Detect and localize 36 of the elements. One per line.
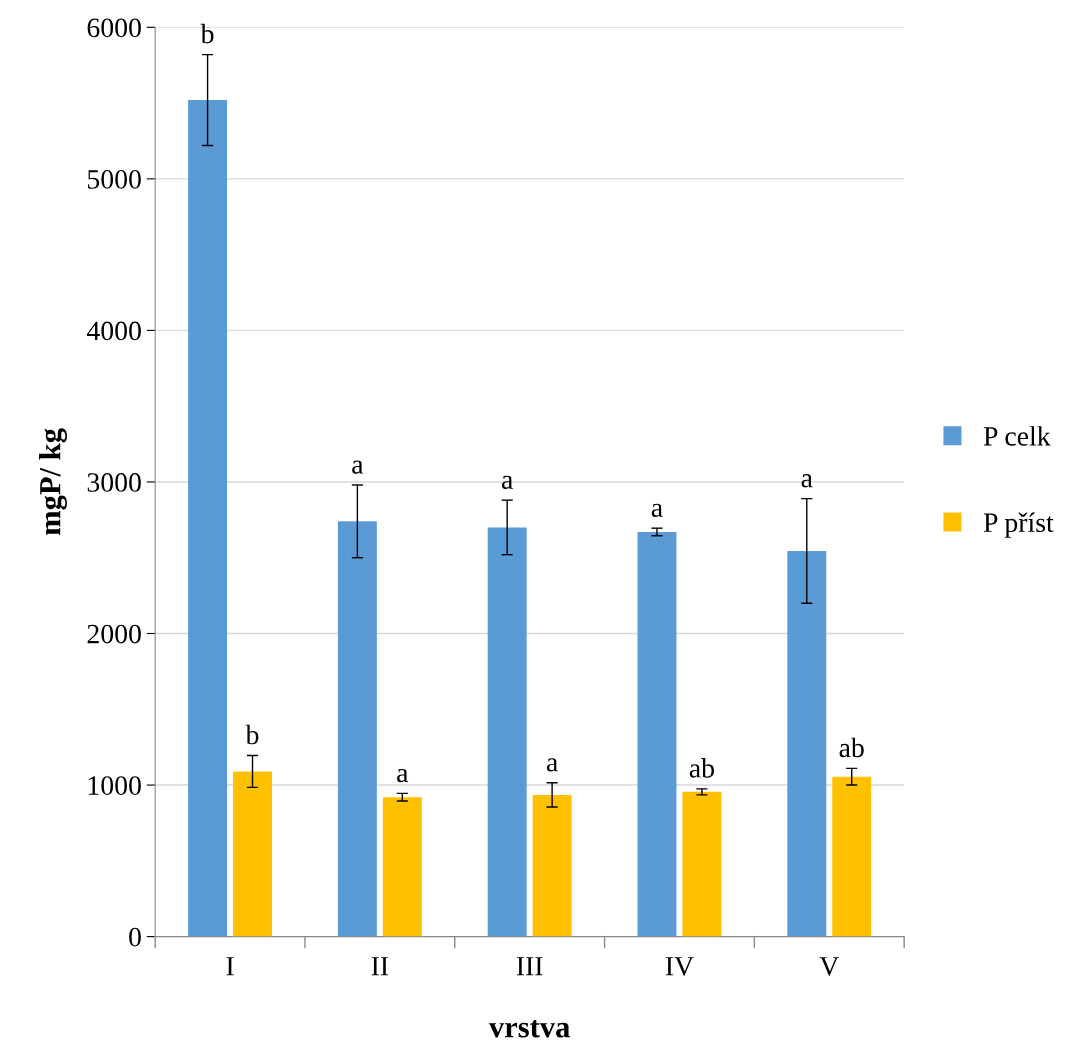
x-tick-label: III [516,957,543,976]
x-tick-label: V [819,957,839,976]
legend-label: P celk [983,426,1051,446]
bar [787,550,827,937]
x-axis-title: vrstva [488,1019,570,1038]
bar [233,771,272,937]
bar [337,521,377,937]
annotation: a [397,768,409,783]
annotation: ab [689,758,714,778]
bar [188,100,228,937]
annotation: a [501,475,513,489]
annotation: a [546,758,558,772]
annotation: a [801,474,813,488]
bar [832,776,872,937]
x-tick-label: II [371,957,389,976]
y-axis-title: mgP/ kg [39,428,67,536]
y-tick-label: 2000 [87,624,141,644]
x-tick-label: IV [665,957,694,976]
y-tick-label: 4000 [86,321,141,341]
annotation: a [352,460,364,474]
y-tick-label: 0 [129,927,141,947]
y-tick-label: 3000 [87,473,141,492]
y-tick-label: 1000 [88,776,141,795]
annotation: a [651,503,663,517]
annotation: b [245,724,259,745]
x-tick-label: I [226,957,234,976]
annotation: b [200,23,214,44]
bar [487,527,527,937]
bar [532,794,572,937]
bar [637,531,677,937]
y-tick-label: 5000 [88,170,141,189]
bar [682,791,722,937]
legend-label: P příst [983,512,1054,538]
y-tick-label: 6000 [87,18,141,38]
bar [382,797,422,937]
annotation: ab [839,737,864,758]
